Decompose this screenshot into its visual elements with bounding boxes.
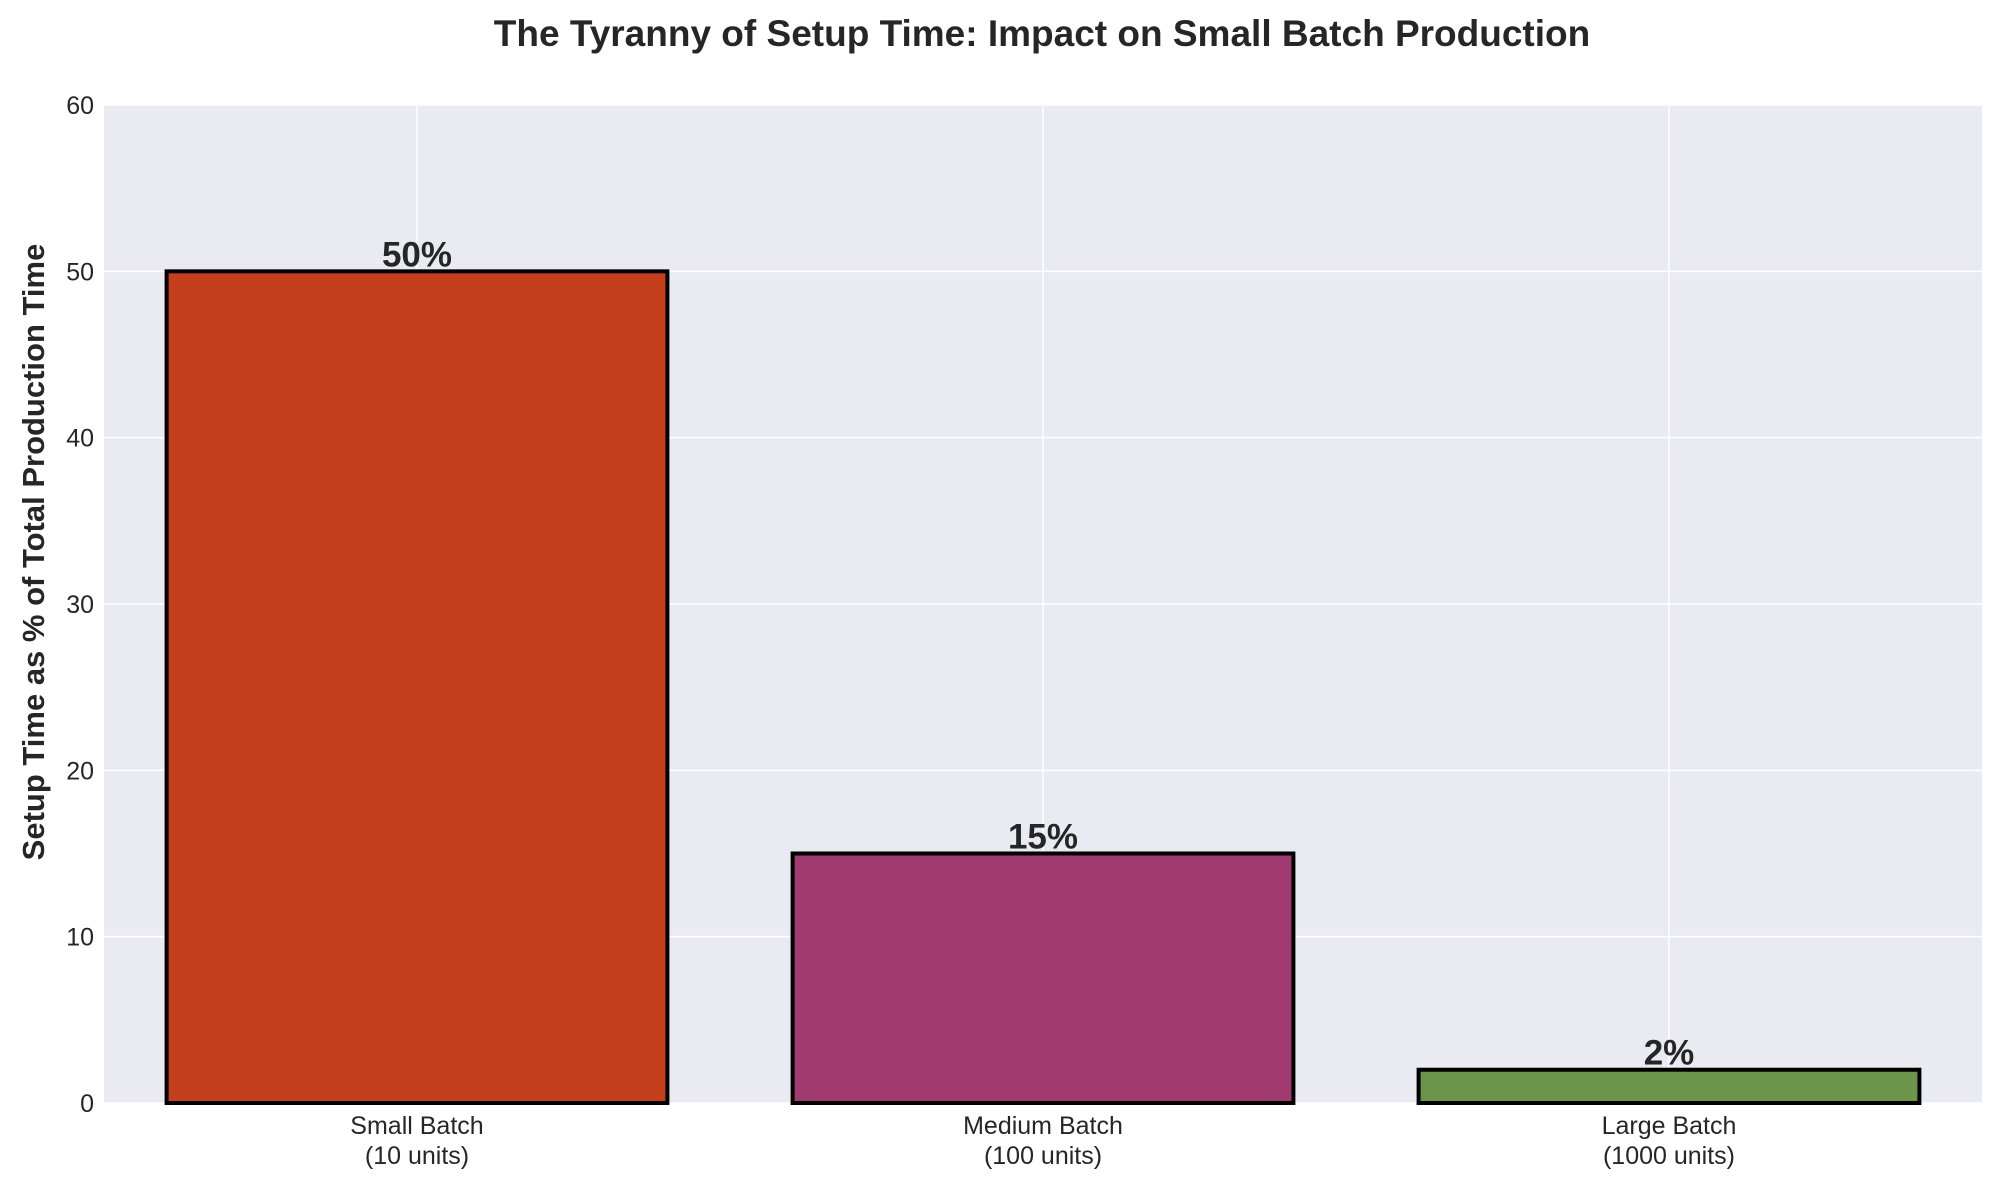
x-tick-label: (1000 units) — [1603, 1142, 1735, 1170]
x-tick-label: (100 units) — [984, 1142, 1102, 1170]
data-labels: 50% 15% 2% — [382, 235, 1694, 1072]
x-tick-label: Small Batch — [350, 1112, 483, 1140]
chart-title: The Tyranny of Setup Time: Impact on Sma… — [494, 13, 1590, 54]
bar-2 — [1416, 1067, 1922, 1105]
y-tick-label: 20 — [66, 757, 94, 785]
bar-0 — [164, 269, 670, 1106]
x-tick-label: Medium Batch — [963, 1112, 1123, 1140]
data-label-2: 2% — [1644, 1034, 1695, 1073]
bar-1 — [790, 851, 1296, 1105]
data-label-0: 50% — [382, 235, 452, 274]
y-tick-label: 10 — [66, 924, 94, 952]
bars — [164, 269, 1922, 1106]
y-tick-label: 40 — [66, 425, 94, 453]
y-tick-label: 0 — [80, 1090, 94, 1118]
x-axis-ticks: Small Batch(10 units) Medium Batch(100 un… — [350, 1112, 1736, 1170]
data-label-1: 15% — [1008, 818, 1078, 857]
x-tick-label: (10 units) — [365, 1142, 469, 1170]
y-tick-label: 50 — [66, 258, 94, 286]
x-tick-label: Large Batch — [1602, 1112, 1737, 1140]
y-tick-label: 30 — [66, 591, 94, 619]
y-axis-label: Setup Time as % of Total Production Time — [16, 244, 51, 861]
y-tick-label: 60 — [66, 92, 94, 120]
y-axis-ticks: 0 10 20 30 40 50 60 — [66, 92, 94, 1118]
